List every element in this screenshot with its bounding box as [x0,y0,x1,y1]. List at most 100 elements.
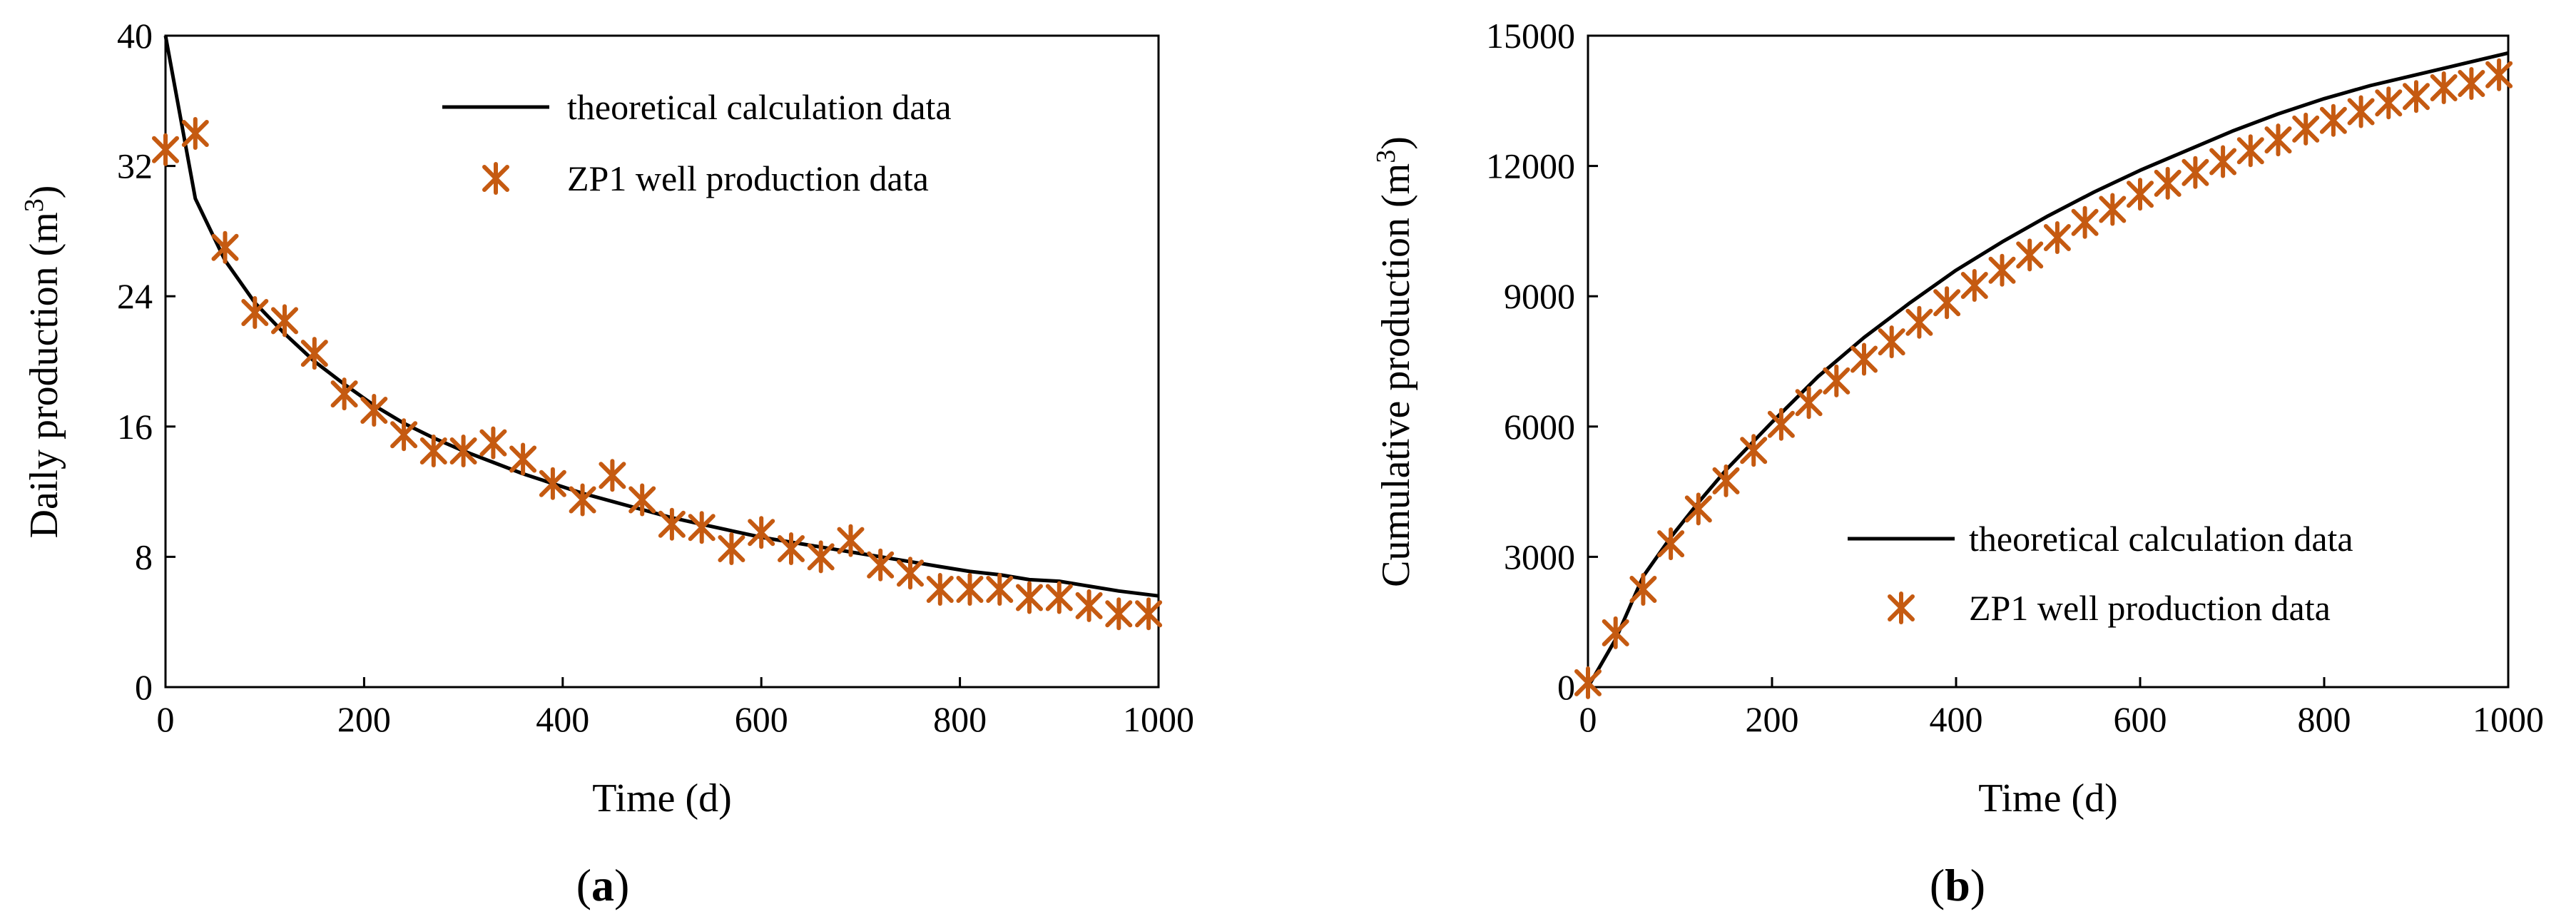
data-point-b-7 [1767,407,1795,441]
markers-b [1574,58,2513,699]
data-point-b-1 [1602,616,1629,649]
theoretical-line-b [1586,51,2509,689]
data-point-b-19 [2099,193,2127,226]
data-point-a-30 [1045,581,1073,614]
y-tick-label-b-0: 0 [1557,667,1575,707]
y-tick-label-b-3: 9000 [1504,276,1575,316]
data-point-a-19 [718,532,745,565]
data-point-b-16 [2016,238,2044,272]
legend-a: theoretical calculation data ZP1 well pr… [442,87,952,198]
x-tick-label-a-2: 400 [536,699,589,739]
y-tick-label-b-4: 12000 [1486,146,1575,186]
markers-a [152,117,1163,631]
data-point-b-24 [2236,134,2264,168]
data-point-a-6 [330,377,358,411]
data-point-a-27 [956,573,984,606]
data-point-a-4 [271,304,298,337]
data-point-b-32 [2458,67,2485,100]
data-point-a-29 [1016,581,1043,614]
legend-label-theoretical-b: theoretical calculation data [1969,519,2353,559]
data-point-a-18 [688,511,716,544]
data-point-a-2 [211,230,239,264]
y-tick-label-a-4: 32 [117,146,153,186]
data-point-a-1 [181,117,209,150]
data-point-b-5 [1712,464,1740,497]
x-tick-label-a-5: 1000 [1123,699,1194,739]
data-point-a-26 [926,573,954,606]
data-point-a-15 [599,459,626,492]
y-tick-label-a-0: 0 [135,667,153,707]
plot-frame-a [164,34,1160,689]
y-axis-label-b: Cumulative production (m3) [1371,136,1418,587]
data-point-b-18 [2071,205,2099,239]
data-point-a-32 [1105,597,1133,631]
data-point-b-20 [2127,178,2154,211]
x-tick-label-a-4: 800 [933,699,987,739]
data-point-b-26 [2292,112,2320,146]
legend-marker-swatch-b [1888,592,1915,624]
data-point-a-5 [300,337,328,370]
y-tick-label-a-2: 16 [117,407,153,447]
data-point-b-31 [2430,71,2458,104]
data-point-b-21 [2154,166,2182,200]
data-point-b-11 [1878,325,1905,359]
x-axis-label-a: Time (d) [592,776,732,821]
data-point-b-2 [1629,573,1657,606]
data-point-b-8 [1795,386,1823,420]
y-tick-label-b-1: 3000 [1504,537,1575,577]
y-tick-label-b-2: 6000 [1504,407,1575,447]
data-point-a-9 [419,435,447,467]
data-point-a-23 [837,524,865,557]
data-point-a-12 [509,442,537,476]
data-point-a-24 [867,548,895,582]
theoretical-line-a [163,35,1159,598]
x-tick-label-b-4: 800 [2298,699,2351,739]
data-point-b-9 [1823,364,1850,397]
data-point-a-33 [1135,597,1163,631]
y-axis-label-a: Daily production (m3) [19,186,66,539]
plot-frame-b [1587,34,2510,689]
ticks-a: 0 200 400 600 800 1000 0 8 16 24 32 40 [117,16,1194,739]
x-tick-label-a-3: 600 [735,699,788,739]
data-point-a-22 [807,540,835,574]
x-tick-label-a-0: 0 [157,699,175,739]
data-point-b-3 [1657,527,1685,561]
data-point-b-30 [2403,80,2430,113]
y-tick-label-a-3: 24 [117,276,153,316]
data-point-a-3 [241,296,269,329]
y-tick-label-b-5: 15000 [1486,16,1575,56]
data-point-a-13 [539,467,566,500]
ticks-b: 0 200 400 600 800 1000 0 3000 6000 9000 12000 15000 [1486,16,2544,739]
chart-a-daily-production: 0 200 400 600 800 1000 0 8 16 24 32 40 theoretical … [19,16,1194,910]
data-point-b-28 [2347,95,2375,128]
x-tick-label-b-3: 600 [2114,699,2167,739]
legend-marker-swatch-a [482,162,509,195]
data-point-a-0 [152,133,179,166]
panel-label-a: (a) [576,860,630,910]
data-point-a-28 [986,573,1014,606]
x-tick-label-b-2: 400 [1930,699,1983,739]
data-point-b-15 [1988,253,2016,287]
data-point-a-7 [360,394,388,427]
chart-b-cumulative-production: 0 200 400 600 800 1000 0 3000 6000 9000 12000 15000… [1371,16,2544,910]
data-point-a-16 [628,483,656,517]
data-point-b-27 [2319,103,2347,137]
data-point-a-21 [778,532,805,565]
data-point-b-22 [2182,156,2209,189]
data-point-a-31 [1075,589,1103,622]
data-point-a-11 [479,426,507,460]
legend-b: theoretical calculation data ZP1 well pr… [1848,519,2353,628]
data-point-b-10 [1850,342,1878,376]
data-point-b-17 [2043,221,2071,254]
data-point-a-20 [748,516,775,549]
data-point-b-29 [2375,86,2403,120]
x-tick-label-b-5: 1000 [2473,699,2544,739]
data-point-b-13 [1933,286,1961,320]
legend-label-zp1-b: ZP1 well production data [1969,588,2331,628]
x-tick-label-a-1: 200 [337,699,391,739]
x-tick-label-b-0: 0 [1579,699,1597,739]
data-point-a-10 [449,435,477,467]
data-point-a-8 [390,418,418,452]
